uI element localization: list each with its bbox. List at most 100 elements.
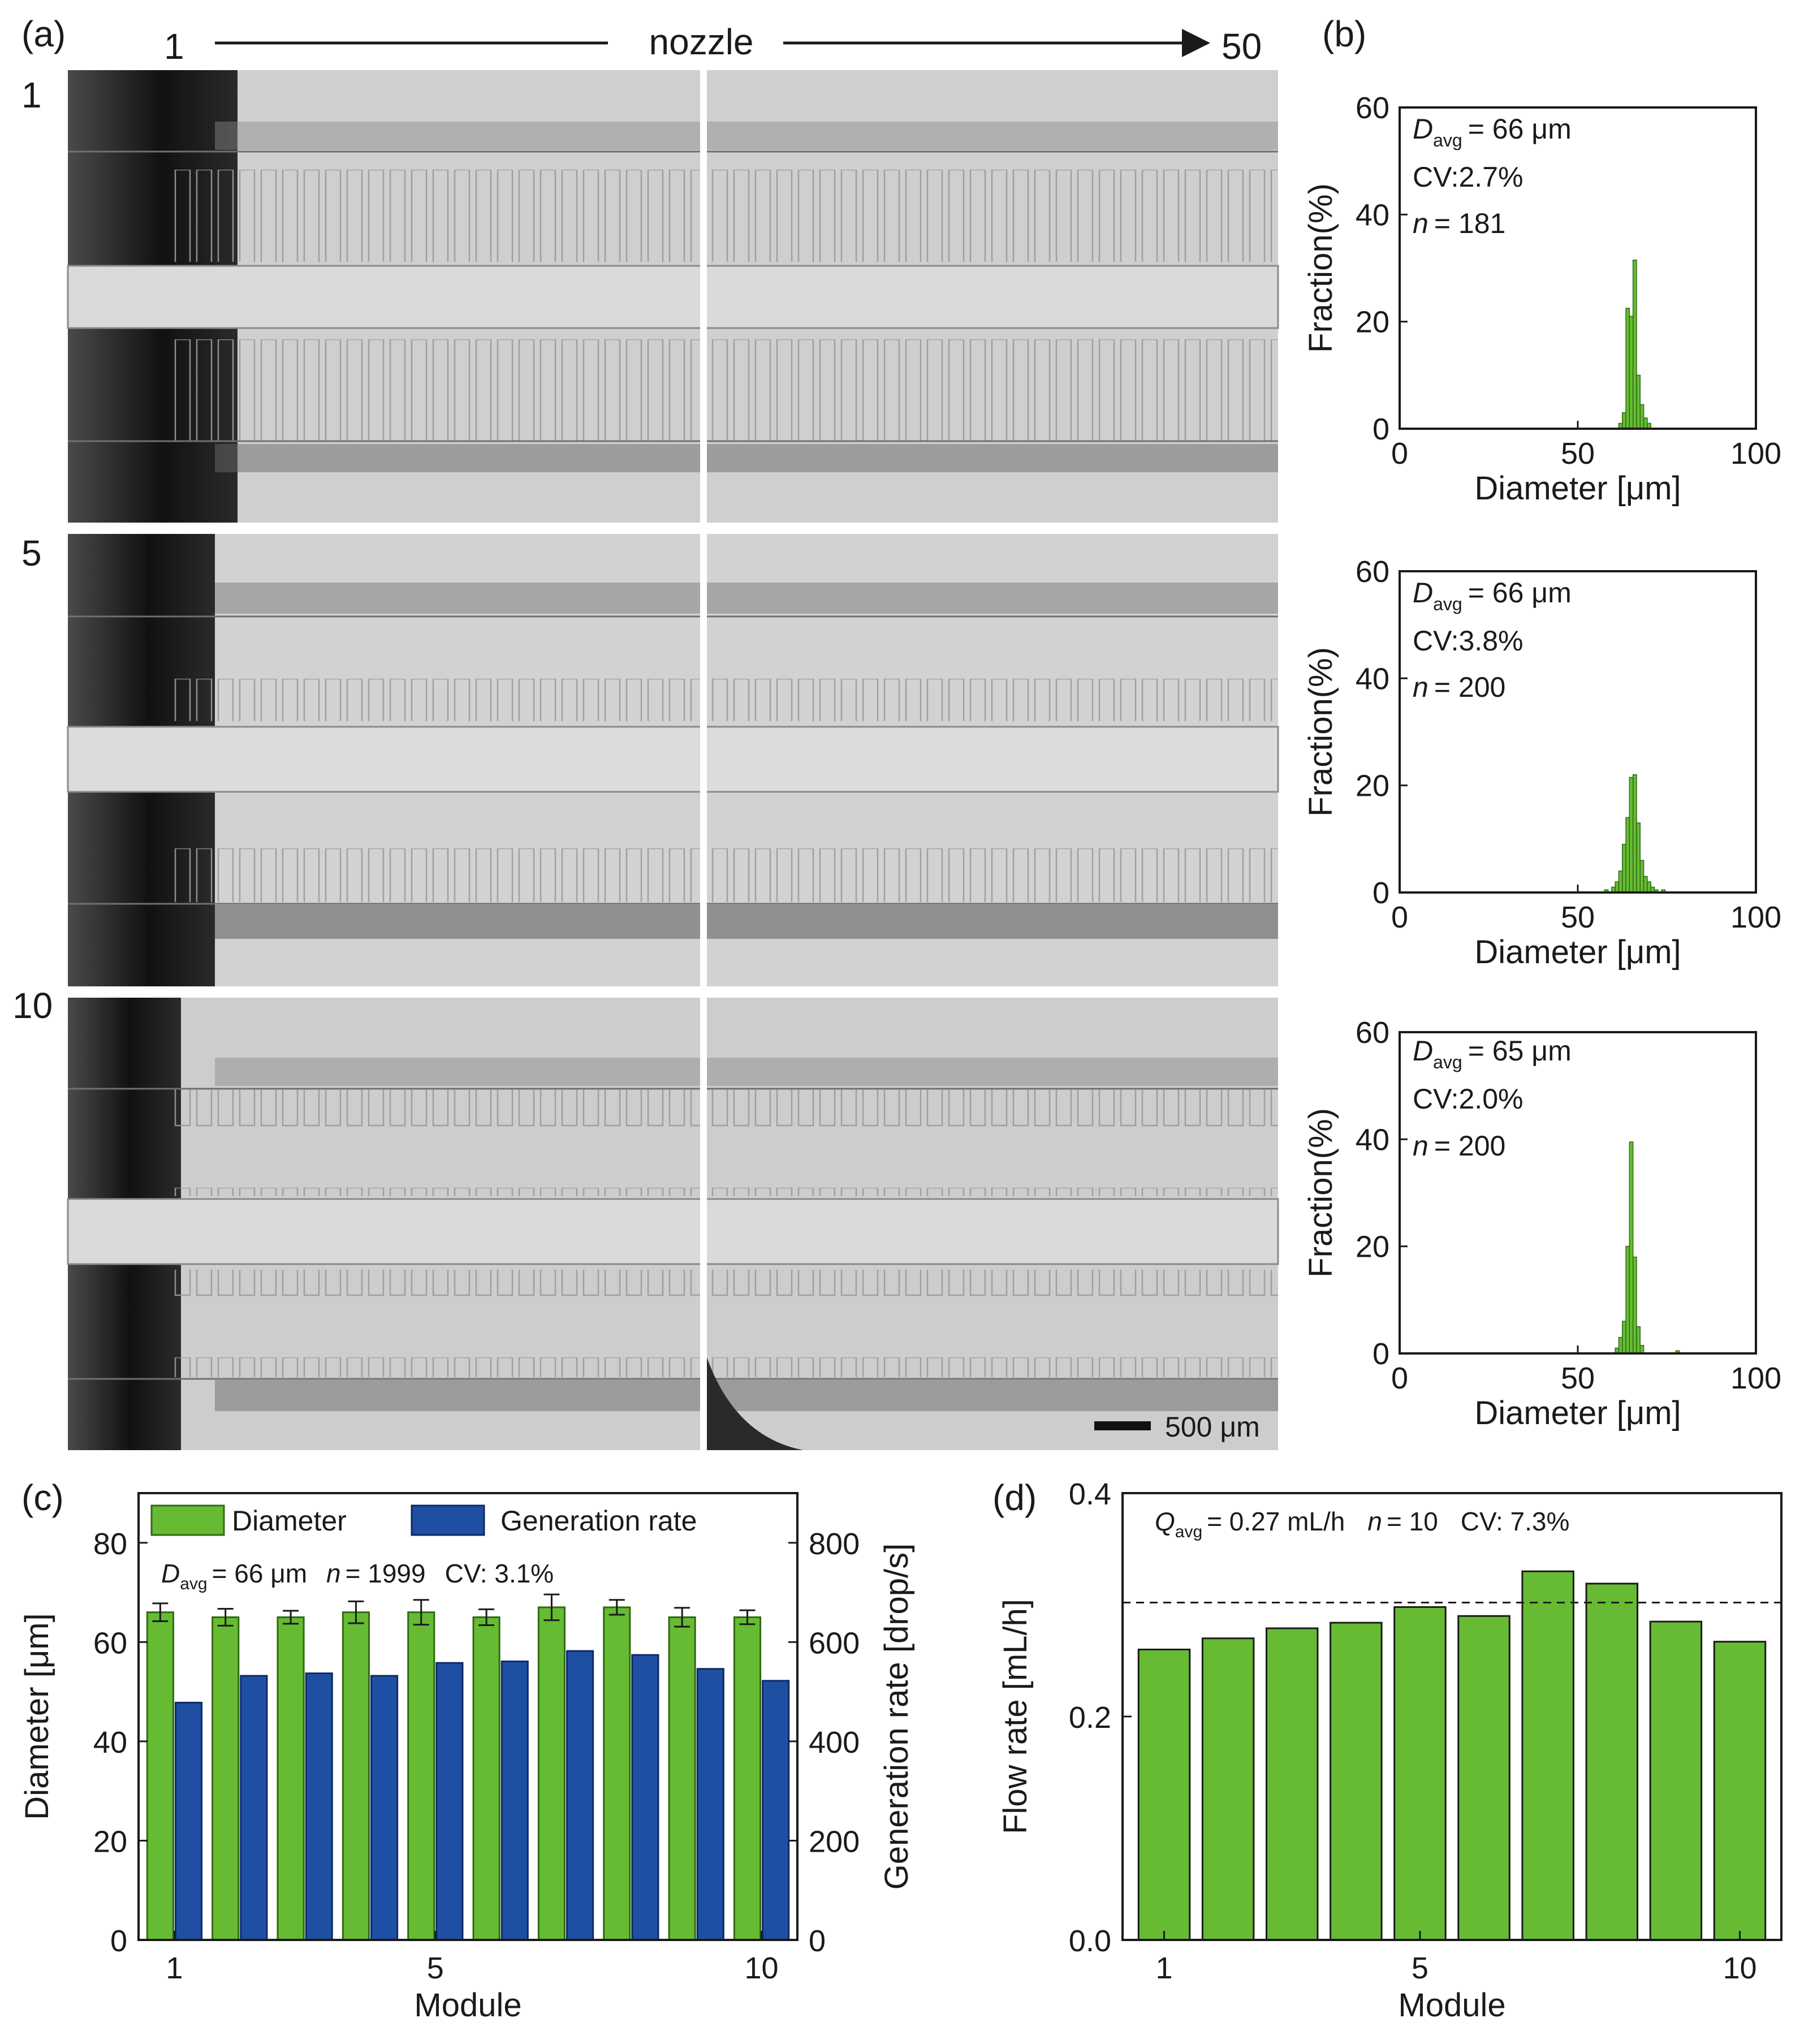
- generation-rate-bar: [631, 1654, 659, 1941]
- plot-d-annotation: Qavg = 0.27 mL/h n = 10 CV: 7.3%: [1155, 1507, 1569, 1541]
- hist-5-cv: CV:3.8%: [1413, 625, 1523, 657]
- panel-d-label: (d): [992, 1477, 1037, 1518]
- y-right-tick-label: 0: [809, 1924, 826, 1958]
- x-tick-label: 0: [1391, 900, 1408, 934]
- x-tick-label: 50: [1561, 437, 1595, 471]
- panel-c-label: (c): [21, 1477, 64, 1518]
- x-tick-label: 50: [1561, 1361, 1595, 1395]
- diameter-bar: [537, 1606, 566, 1941]
- x-axis-label: Module: [1398, 1987, 1505, 2024]
- d-cv: CV: 7.3%: [1461, 1507, 1570, 1536]
- hist-5-davg-value: = 66 μm: [1468, 577, 1572, 609]
- flow-rate-bar: [1137, 1649, 1191, 1941]
- generation-rate-bar: [174, 1701, 203, 1941]
- histogram-row-1: 0 20 40 60 0 50 100 Diameter [μm] Fraction(%) Da…: [1302, 91, 1781, 507]
- c-n-value: = 1999: [346, 1559, 426, 1588]
- plot-c-annotation: Davg = 66 μm n = 1999 CV: 3.1%: [161, 1559, 554, 1593]
- histogram-plot-1: 0 20 40 60 0 50 100 Diameter [μm] Fraction(%): [1302, 91, 1781, 507]
- histogram-bar: [1622, 1321, 1626, 1354]
- hist-10-davg-symbol: D: [1413, 1035, 1433, 1067]
- x-tick-label: 1: [1155, 1951, 1172, 1985]
- y-tick-label: 0.2: [1069, 1701, 1111, 1735]
- y-tick-label: 60: [1356, 555, 1389, 589]
- c-n-symbol: n: [326, 1559, 341, 1588]
- hist-10-cv: CV:2.0%: [1413, 1083, 1523, 1115]
- y-tick-label: 40: [1356, 198, 1389, 232]
- y-tick-label: 0: [1373, 412, 1389, 446]
- histogram-bar: [1632, 260, 1637, 429]
- hist-1-davg-symbol: D: [1413, 113, 1433, 145]
- x-tick-label: 50: [1561, 900, 1595, 934]
- x-tick-label: 10: [745, 1951, 779, 1985]
- y-tick-label: 20: [93, 1825, 127, 1858]
- diameter-bar: [668, 1616, 696, 1941]
- row-label-5: 5: [21, 533, 42, 573]
- c-davg-value: = 66 μm: [212, 1559, 307, 1588]
- y-right-tick-label: 200: [809, 1825, 860, 1858]
- x-tick-label: 100: [1730, 437, 1781, 471]
- y-tick-label: 20: [1356, 769, 1389, 803]
- flow-rate-bar: [1330, 1622, 1383, 1941]
- diameter-bar: [407, 1611, 435, 1941]
- histogram-bar: [1636, 374, 1641, 429]
- scalebar: [1094, 1421, 1151, 1430]
- histogram-bar: [1625, 308, 1630, 429]
- hist-1-davg: Davg = 66 μm: [1413, 113, 1572, 150]
- y-tick-label: 40: [1356, 1123, 1389, 1157]
- y-tick-label: 0: [1373, 876, 1389, 910]
- flow-rate-bar: [1393, 1606, 1447, 1941]
- histogram-bar: [1618, 1336, 1623, 1354]
- c-davg-subscript: avg: [180, 1575, 207, 1593]
- histogram-bar: [1632, 774, 1637, 893]
- x-tick-label: 10: [1723, 1951, 1756, 1985]
- hist-1-cv: CV:2.7%: [1413, 161, 1523, 193]
- y-axis-label: Fraction(%): [1302, 183, 1339, 353]
- hist-1-n: n = 181: [1413, 208, 1505, 239]
- histogram-bar: [1622, 844, 1626, 893]
- histogram-row-5: 0 20 40 60 0 50 100 Diameter [μm] Fraction(%) Da…: [1302, 555, 1781, 971]
- y-tick-label: 60: [93, 1626, 127, 1660]
- histogram-bar: [1629, 1141, 1634, 1354]
- diameter-bar: [603, 1606, 631, 1941]
- flow-rate-bar: [1585, 1582, 1639, 1941]
- hist-5-davg-symbol: D: [1413, 577, 1433, 609]
- generation-rate-bar: [762, 1680, 790, 1941]
- x-tick-label: 100: [1730, 1361, 1781, 1395]
- panel-a: (a) 1 nozzle 50 1 5 10: [12, 14, 1279, 1450]
- flow-rate-bar: [1649, 1620, 1703, 1941]
- generation-rate-bar: [305, 1672, 333, 1941]
- diameter-bar: [212, 1616, 240, 1941]
- hist-10-n: n = 200: [1413, 1130, 1505, 1162]
- d-qavg-symbol: Q: [1155, 1507, 1175, 1536]
- y-axis-label: Diameter [μm]: [19, 1613, 55, 1819]
- flow-rate-bar: [1201, 1637, 1255, 1941]
- generation-rate-bar: [500, 1661, 529, 1941]
- histogram-plot-5: 0 20 40 60 0 50 100 Diameter [μm] Fraction(%): [1302, 555, 1781, 971]
- histogram-frame: [1399, 106, 1757, 430]
- hist-10-davg: Davg = 65 μm: [1413, 1035, 1572, 1072]
- hist-1-davg-subscript: avg: [1433, 130, 1462, 150]
- histogram-bar: [1639, 1345, 1645, 1354]
- micrograph-row-5: [67, 534, 1279, 986]
- y-right-tick-label: 400: [809, 1726, 860, 1760]
- y-tick-label: 80: [93, 1527, 127, 1561]
- hist-5-davg: Davg = 66 μm: [1413, 577, 1572, 614]
- plot-c-frame: [137, 1492, 799, 1941]
- row-label-10: 10: [12, 985, 53, 1026]
- y-tick-label: 20: [1356, 305, 1389, 339]
- flow-rate-bar: [1521, 1570, 1574, 1941]
- histogram-bar: [1625, 1245, 1630, 1354]
- hist-5-n-value: = 200: [1434, 671, 1506, 703]
- micrograph-row-1: [67, 70, 1279, 523]
- diameter-bar: [277, 1616, 305, 1941]
- y-axis-label: Flow rate [mL/h]: [997, 1599, 1034, 1834]
- hist-10-davg-subscript: avg: [1433, 1052, 1462, 1072]
- nozzle-label: nozzle: [649, 21, 754, 62]
- y-tick-label: 40: [1356, 662, 1389, 696]
- d-qavg-subscript: avg: [1175, 1523, 1202, 1541]
- plot-d: 0.0 0.2 0.4 1 5 10 Module Flow rate [mL/h]: [997, 1477, 1783, 2024]
- histogram-bar: [1618, 870, 1623, 893]
- histogram-bar: [1625, 817, 1630, 893]
